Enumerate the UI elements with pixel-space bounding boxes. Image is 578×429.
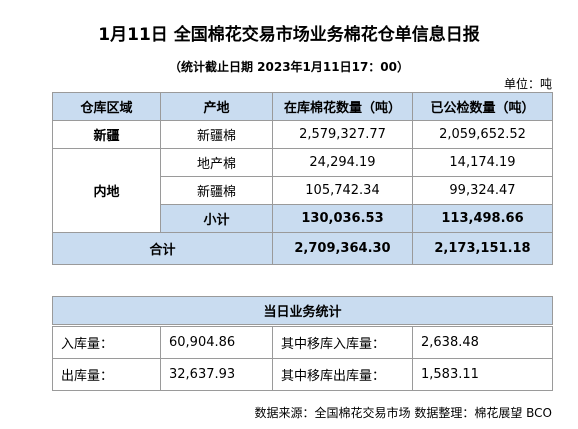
value-cell: 2,059,652.52	[412, 120, 553, 149]
value-cell: 99,324.47	[412, 176, 553, 205]
total-value: 2,709,364.30	[272, 232, 413, 265]
total-label: 合计	[52, 232, 273, 265]
value-cell: 105,742.34	[272, 176, 413, 205]
origin-cell: 小计	[160, 204, 273, 233]
origin-cell: 新疆棉	[160, 176, 273, 205]
value-cell: 113,498.66	[412, 204, 553, 233]
value-cell: 130,036.53	[272, 204, 413, 233]
header-cell: 已公检数量（吨）	[412, 92, 553, 121]
total-value: 2,173,151.18	[412, 232, 553, 265]
unit: 单位：吨	[503, 77, 552, 91]
region-cell: 新疆	[52, 120, 161, 149]
stats-label: 其中移库入库量：	[272, 326, 413, 359]
stats-value: 32,637.93	[160, 358, 273, 391]
title: 1月11日 全国棉花交易市场业务棉花仓单信息日报	[98, 25, 480, 45]
subtitle: （统计截止日期 2023年1月11日17：00）	[168, 60, 410, 74]
stats-value: 60,904.86	[160, 326, 273, 359]
value-cell: 14,174.19	[412, 148, 553, 177]
stats-label: 出库量：	[52, 358, 161, 391]
source: 数据来源：全国棉花交易市场 数据整理：棉花展望 BCO	[254, 406, 552, 420]
value-cell: 24,294.19	[272, 148, 413, 177]
header-cell: 仓库区域	[52, 92, 161, 121]
stats-label: 入库量：	[52, 326, 161, 359]
origin-cell: 地产棉	[160, 148, 273, 177]
header-cell: 在库棉花数量（吨）	[272, 92, 413, 121]
stats-label: 其中移库出库量：	[272, 358, 413, 391]
stats-value: 2,638.48	[412, 326, 553, 359]
stats-title: 当日业务统计	[52, 296, 553, 325]
value-cell: 2,579,327.77	[272, 120, 413, 149]
header-cell: 产地	[160, 92, 273, 121]
origin-cell: 新疆棉	[160, 120, 273, 149]
region-cell: 内地	[52, 148, 161, 233]
stats-value: 1,583.11	[412, 358, 553, 391]
